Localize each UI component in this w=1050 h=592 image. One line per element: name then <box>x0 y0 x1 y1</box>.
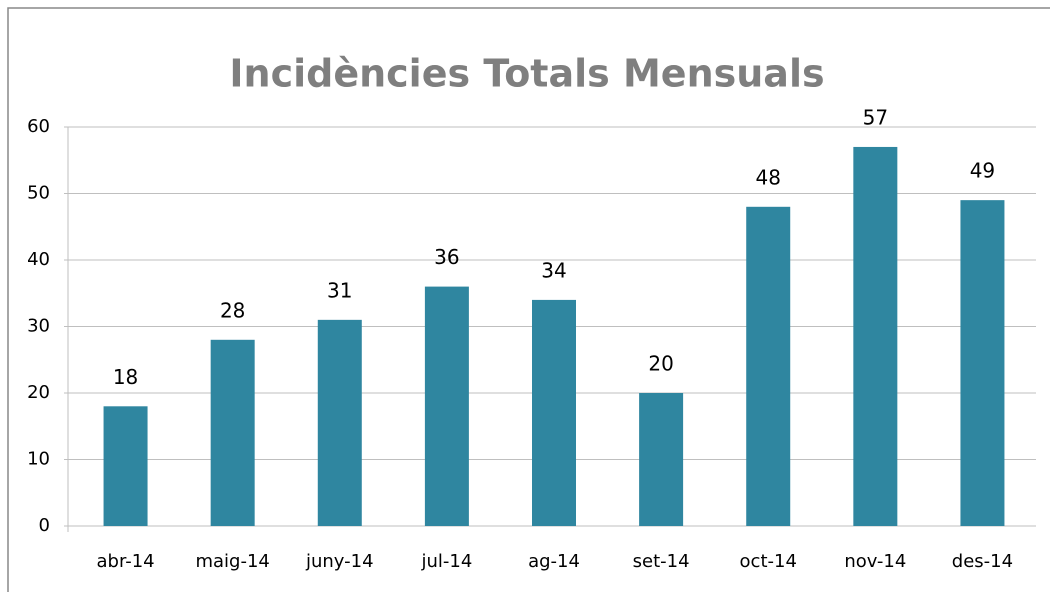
data-label: 36 <box>434 245 459 269</box>
data-label: 18 <box>113 365 138 389</box>
bar <box>532 299 576 526</box>
data-label: 48 <box>755 165 780 189</box>
y-tick-label: 40 <box>27 249 50 270</box>
x-tick-label: maig-14 <box>195 551 269 572</box>
x-tick-label: jul-14 <box>420 551 472 572</box>
chart-title: Incidències Totals Mensuals <box>229 52 824 96</box>
x-tick-label: des-14 <box>952 551 1013 572</box>
bar <box>210 339 255 526</box>
x-tick-label: ag-14 <box>528 551 580 572</box>
data-label: 49 <box>970 159 995 183</box>
y-tick-label: 60 <box>27 116 50 137</box>
data-label: 20 <box>648 352 673 376</box>
data-label: 28 <box>220 298 245 322</box>
x-tick-label: abr-14 <box>97 551 155 572</box>
y-tick-label: 30 <box>27 316 50 337</box>
data-label: 31 <box>327 278 352 302</box>
y-tick-label: 20 <box>27 382 50 403</box>
data-label: 34 <box>541 258 566 282</box>
bar <box>853 146 898 526</box>
bar <box>424 286 469 526</box>
bar <box>639 393 684 526</box>
y-tick-label: 0 <box>39 515 50 536</box>
x-tick-label: juny-14 <box>305 551 374 572</box>
bar <box>317 319 362 526</box>
data-label: 57 <box>863 105 888 129</box>
bar <box>960 200 1005 526</box>
bar <box>103 406 148 526</box>
y-tick-label: 10 <box>27 449 50 470</box>
bar <box>746 206 791 527</box>
x-tick-label: nov-14 <box>844 551 906 572</box>
x-tick-label: set-14 <box>633 551 690 572</box>
x-tick-label: oct-14 <box>740 551 797 572</box>
y-tick-label: 50 <box>27 183 50 204</box>
